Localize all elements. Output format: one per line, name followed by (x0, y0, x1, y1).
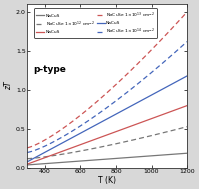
Legend: NaCuS, NaCuSe $1{\times}10^{12}$ cm$^{-2}$, NaCuS, NaCuSe $1{\times}10^{13}$ cm$: NaCuS, NaCuSe $1{\times}10^{12}$ cm$^{-2… (34, 8, 157, 38)
X-axis label: T (K): T (K) (98, 176, 116, 185)
Y-axis label: zT: zT (4, 82, 13, 90)
Text: p-type: p-type (34, 65, 66, 74)
